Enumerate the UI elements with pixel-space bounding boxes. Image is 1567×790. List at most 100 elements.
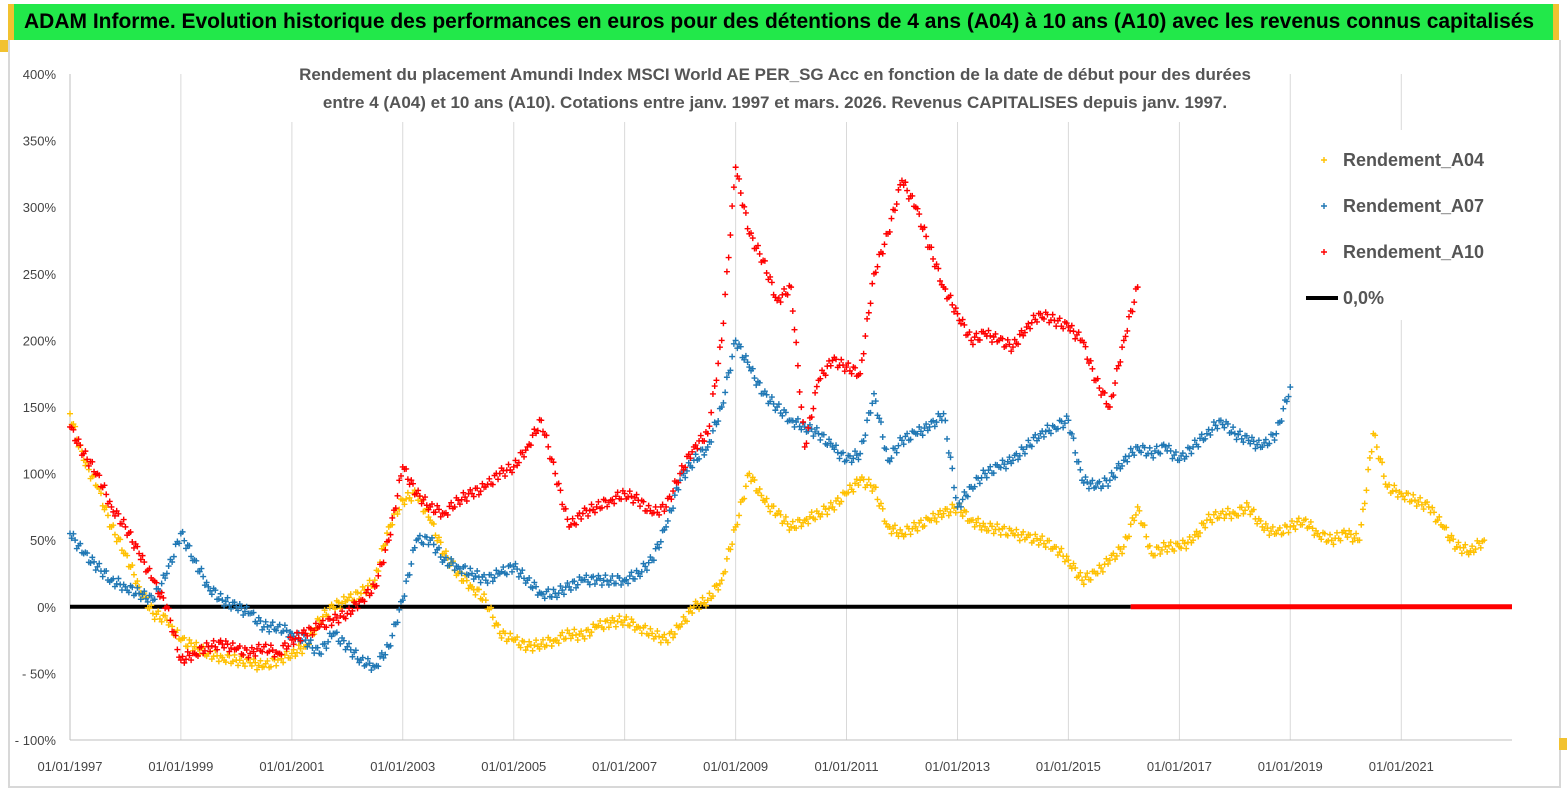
point-Rendement_A07 [448,555,455,562]
point-Rendement_A04 [538,641,545,648]
point-Rendement_A04 [668,628,675,635]
point-Rendement_A07 [876,415,883,422]
point-Rendement_A04 [1098,565,1105,572]
point-Rendement_A04 [855,482,862,489]
point-Rendement_A07 [564,580,571,587]
point-Rendement_A04 [949,501,956,508]
point-Rendement_A04 [1455,539,1462,546]
point-Rendement_A10 [992,330,999,337]
point-Rendement_A04 [1240,510,1247,517]
point-Rendement_A10 [781,285,788,292]
point-Rendement_A07 [559,587,566,594]
point-Rendement_A07 [389,632,396,639]
point-Rendement_A07 [574,581,581,588]
y-tick-label: 150% [23,400,57,415]
point-Rendement_A07 [541,595,548,602]
point-Rendement_A07 [1172,449,1179,456]
point-Rendement_A07 [1207,431,1214,438]
point-Rendement_A10 [652,503,659,510]
point-Rendement_A04 [396,506,403,513]
point-Rendement_A04 [857,477,864,484]
point-Rendement_A10 [1119,344,1126,351]
point-Rendement_A07 [1146,444,1153,451]
point-Rendement_A04 [1084,570,1091,577]
point-Rendement_A10 [1070,328,1077,335]
point-Rendement_A07 [1287,384,1294,391]
point-Rendement_A10 [590,506,597,513]
point-Rendement_A07 [449,559,456,566]
point-Rendement_A10 [294,629,301,636]
point-Rendement_A07 [467,565,474,572]
point-Rendement_A07 [1113,464,1120,471]
point-Rendement_A04 [1276,524,1283,531]
point-Rendement_A04 [1333,529,1340,536]
legend-label: Rendement_A10 [1343,242,1484,262]
point-Rendement_A10 [754,242,761,249]
point-Rendement_A04 [292,653,299,660]
point-Rendement_A04 [1290,522,1297,529]
point-Rendement_A07 [198,565,205,572]
point-Rendement_A10 [805,424,812,431]
point-Rendement_A10 [713,377,720,384]
point-Rendement_A07 [203,579,210,586]
point-Rendement_A04 [782,513,789,520]
point-Rendement_A04 [647,625,654,632]
point-Rendement_A07 [604,578,611,585]
point-Rendement_A07 [980,467,987,474]
point-Rendement_A07 [623,576,630,583]
point-Rendement_A07 [1141,444,1148,451]
point-Rendement_A07 [744,359,751,366]
point-Rendement_A04 [751,477,758,483]
point-Rendement_A07 [1013,450,1020,457]
x-axis: 01/01/1997 01/01/1999 01/01/2001 01/01/2003… [37,739,1512,774]
point-Rendement_A04 [1262,520,1269,527]
point-Rendement_A10 [101,482,108,489]
point-Rendement_A10 [1131,299,1138,306]
point-Rendement_A04 [1001,523,1008,530]
point-Rendement_A07 [507,562,514,569]
point-Rendement_A07 [394,619,401,626]
point-Rendement_A10 [182,656,189,663]
point-Rendement_A04 [1099,568,1106,575]
point-Rendement_A10 [612,493,619,500]
point-Rendement_A04 [1294,518,1301,525]
point-Rendement_A07 [240,612,247,619]
point-Rendement_A07 [626,573,633,580]
point-Rendement_A04 [585,626,592,633]
point-Rendement_A10 [248,644,255,651]
point-Rendement_A04 [626,622,633,629]
point-Rendement_A04 [1212,508,1219,515]
point-Rendement_A07 [1186,445,1193,452]
point-Rendement_A10 [382,546,389,553]
point-Rendement_A04 [945,512,952,519]
point-Rendement_A10 [633,491,640,498]
point-Rendement_A10 [1115,362,1122,369]
point-Rendement_A07 [456,565,463,572]
point-Rendement_A07 [891,445,898,452]
point-Rendement_A04 [1191,531,1198,538]
point-Rendement_A10 [194,652,201,659]
point-Rendement_A10 [139,552,146,559]
point-Rendement_A10 [1094,375,1101,382]
point-Rendement_A07 [650,557,657,564]
point-Rendement_A04 [1391,482,1398,489]
point-Rendement_A07 [940,410,947,417]
point-Rendement_A10 [609,496,616,503]
point-Rendement_A10 [874,263,881,270]
point-Rendement_A07 [266,628,273,635]
point-Rendement_A04 [914,527,921,534]
point-Rendement_A04 [371,577,378,584]
point-Rendement_A04 [951,505,958,512]
point-Rendement_A04 [1311,532,1318,539]
point-Rendement_A10 [267,642,274,649]
point-Rendement_A07 [493,567,500,574]
point-Rendement_A07 [566,583,573,590]
point-Rendement_A07 [713,421,720,428]
point-Rendement_A04 [546,636,553,643]
point-Rendement_A07 [217,590,224,597]
point-Rendement_A07 [1231,430,1238,437]
point-Rendement_A04 [1063,553,1070,560]
point-Rendement_A04 [985,527,992,534]
point-Rendement_A04 [151,616,158,623]
point-Rendement_A10 [1080,339,1087,346]
